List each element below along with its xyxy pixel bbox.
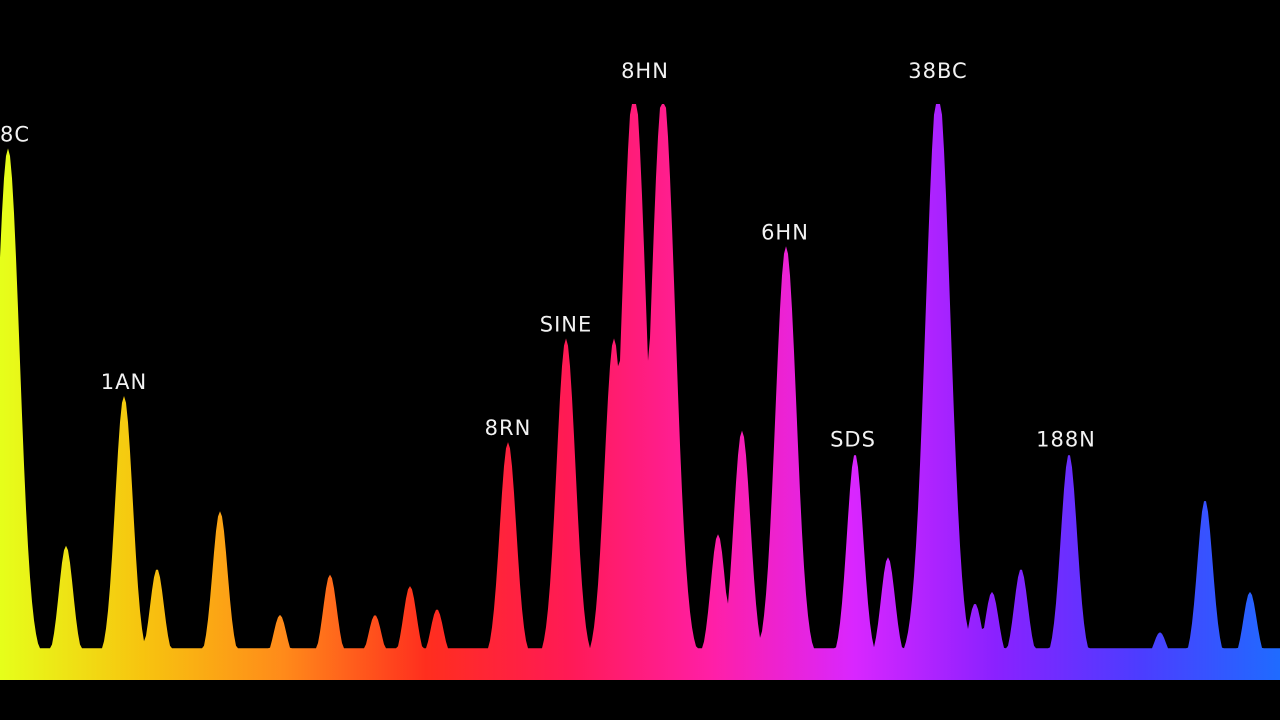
peak-label-2: 1AN xyxy=(101,370,147,394)
peak-label-9: 188N xyxy=(1036,428,1096,452)
peak-label-3: 8RN xyxy=(485,416,532,440)
spectrum-area xyxy=(0,104,1280,680)
peak-label-5: 8HN xyxy=(621,59,669,83)
peak-labels: 8C 1AN 8RN SINE 8HN 6HN SDS 38BC 188N xyxy=(0,59,1096,452)
peak-label-1: 8C xyxy=(0,122,30,146)
peak-label-7: SDS xyxy=(830,428,876,452)
peak-label-4: SINE xyxy=(540,312,593,336)
peak-label-6: 6HN xyxy=(761,220,809,244)
peak-label-8: 38BC xyxy=(908,59,967,83)
